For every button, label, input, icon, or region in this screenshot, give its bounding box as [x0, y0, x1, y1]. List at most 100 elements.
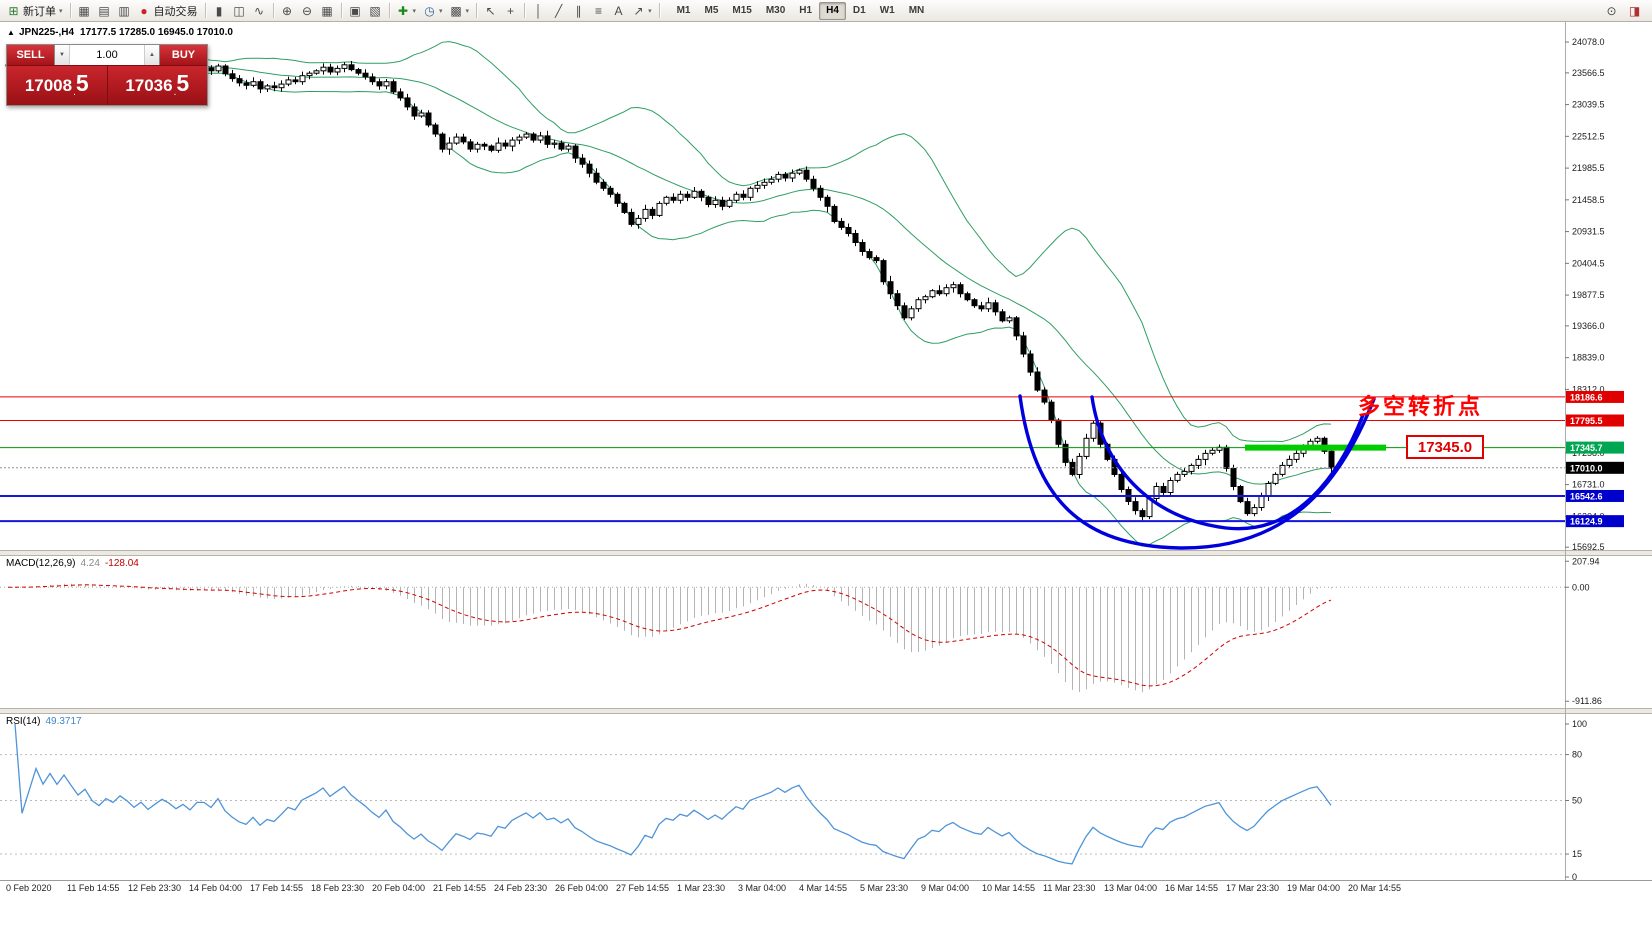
- price-badge-text: 16542.6: [1570, 491, 1603, 501]
- timeframe-h4[interactable]: H4: [819, 1, 846, 20]
- new-order-button[interactable]: ⊞ 新订单 ▾: [4, 2, 66, 20]
- volume-decrease-button[interactable]: ▼: [55, 45, 70, 65]
- profiles-icon[interactable]: ▤: [95, 2, 114, 20]
- auto-trading-button[interactable]: ● 自动交易: [135, 2, 201, 20]
- timeframe-group: M1 M5 M15 M30 H1 H4 D1 W1 MN: [670, 1, 932, 20]
- data-window-icon[interactable]: ◨: [1625, 2, 1644, 20]
- candlestick-chart-icon[interactable]: ◫: [230, 2, 249, 20]
- search-icon[interactable]: ⊙: [1602, 2, 1621, 20]
- price-tag-box[interactable]: [1406, 435, 1484, 459]
- dropdown-arrow-icon: ▾: [465, 7, 470, 15]
- date-axis-label: 1 Mar 23:30: [677, 883, 725, 893]
- macd-axis-label: -911.86: [1572, 696, 1602, 706]
- buy-price-main: 17036: [125, 75, 173, 95]
- periods-icon[interactable]: ◷ ▾: [420, 2, 446, 20]
- rsi-label: RSI(14) 49.3717: [6, 716, 82, 727]
- volume-increase-button[interactable]: ▲: [144, 45, 159, 65]
- timeframe-m30[interactable]: M30: [765, 4, 786, 16]
- price-axis-label: 16731.0: [1572, 480, 1605, 490]
- timeframe-m5[interactable]: M5: [704, 4, 719, 16]
- crosshair-icon[interactable]: +: [501, 2, 520, 20]
- price-badge: [1566, 414, 1624, 427]
- timeframe-w1[interactable]: W1: [879, 4, 895, 16]
- candles-layer: [5, 52, 1335, 521]
- buy-price-pip: 5: [176, 70, 190, 96]
- text-icon: A: [614, 3, 623, 18]
- date-axis-label: 26 Feb 04:00: [555, 883, 608, 893]
- line-chart-icon[interactable]: ∿: [250, 2, 269, 20]
- zoom-in-icon: ⊕: [281, 3, 293, 18]
- indicators-icon[interactable]: ✚ ▾: [394, 2, 420, 20]
- grid-icon[interactable]: ▦: [318, 2, 337, 20]
- periods-icon: ◷: [424, 3, 435, 18]
- cursor-icon[interactable]: ↖: [481, 2, 500, 20]
- new-order-icon: ⊞: [8, 3, 19, 18]
- templates-icon[interactable]: ▩ ▾: [447, 2, 473, 20]
- panel-splitter[interactable]: [0, 709, 1652, 713]
- price-badge-text: 16124.9: [1570, 517, 1603, 527]
- indicators-icon: ✚: [397, 3, 409, 18]
- fibonacci-icon[interactable]: ≡: [589, 2, 608, 20]
- price-axis-label: 21985.5: [1572, 163, 1605, 173]
- timeframe-mn[interactable]: MN: [908, 4, 925, 16]
- price-badge: [1566, 489, 1624, 502]
- market-watch-icon[interactable]: ▥: [115, 2, 134, 20]
- toolbar-separator: [658, 3, 660, 18]
- date-axis-label: 18 Feb 23:30: [311, 883, 364, 893]
- vertical-line-icon[interactable]: │: [529, 2, 548, 20]
- annotation-text[interactable]: 多空转折点: [1358, 394, 1483, 419]
- buy-price-dot: .: [173, 87, 177, 98]
- toolbar-separator: [524, 3, 526, 18]
- price-badge-text: 17345.7: [1570, 443, 1603, 453]
- text-icon[interactable]: A: [609, 2, 628, 20]
- zoom-out-icon: ⊖: [301, 3, 313, 18]
- bar-chart-icon[interactable]: ▮: [210, 2, 229, 20]
- date-axis-label: 20 Mar 14:55: [1348, 883, 1401, 893]
- channel-icon[interactable]: ∥: [569, 2, 588, 20]
- timeframe-d1[interactable]: D1: [852, 4, 866, 16]
- panel-splitter[interactable]: [0, 551, 1652, 555]
- trendline-icon[interactable]: ╱: [549, 2, 568, 20]
- toolbar: ⊞ 新订单 ▾ ▦ ▤ ▥ ● 自动交易 ▮ ◫ ∿ ⊕ ⊖ ▦ ▣ ▧ ✚ ▾ ◷ ▾ ▩ ▾ ↖ + │ ╱ ∥ ≡ A ↗ ▾ M1 M…: [0, 0, 1652, 22]
- timeframe-m15[interactable]: M15: [732, 4, 752, 16]
- price-axis-label: 19366.0: [1572, 321, 1605, 331]
- arrows-icon[interactable]: ↗ ▾: [629, 2, 655, 20]
- charts-icon[interactable]: ▦: [75, 2, 94, 20]
- price-badge-text: 17795.5: [1570, 416, 1603, 426]
- main-chart-layer: [5, 41, 1335, 547]
- rounded-bottom-arc-2[interactable]: [1090, 395, 1365, 531]
- zoom-out-icon[interactable]: ⊖: [298, 2, 317, 20]
- price-badge: [1566, 441, 1624, 454]
- volume-stepper: ▼ ▲: [54, 45, 160, 65]
- buy-button[interactable]: BUY: [160, 45, 207, 65]
- price-badge: [1566, 390, 1624, 403]
- timeframe-h1[interactable]: H1: [799, 4, 813, 16]
- price-axis-label: 19877.5: [1572, 290, 1605, 300]
- dropdown-arrow-icon: ▾: [439, 7, 443, 15]
- tile-windows-icon[interactable]: ▣: [346, 2, 365, 20]
- price-badge-text: 17010.0: [1570, 463, 1603, 473]
- rsi-line: [14, 723, 1332, 865]
- sell-button[interactable]: SELL: [7, 45, 54, 65]
- date-axis-label: 17 Feb 14:55: [250, 883, 303, 893]
- price-axis-label: 18839.0: [1572, 353, 1605, 363]
- date-axis-label: 12 Feb 23:30: [128, 883, 181, 893]
- price-axis-label: 18312.0: [1572, 384, 1605, 394]
- zoom-in-icon[interactable]: ⊕: [278, 2, 297, 20]
- symbol-ohlc-info: JPN225-,H4 17177.5 17285.0 16945.0 17010.…: [19, 27, 239, 38]
- sell-price-display[interactable]: 17008. 5: [7, 66, 107, 105]
- buy-price-display[interactable]: 17036. 5: [106, 66, 208, 105]
- timeframe-m1[interactable]: M1: [676, 4, 691, 16]
- toolbar-separator: [388, 3, 390, 18]
- date-axis-label: 21 Feb 14:55: [433, 883, 486, 893]
- data-window-icon: ◨: [1628, 3, 1641, 18]
- dropdown-arrow-icon: ▾: [648, 7, 652, 15]
- trade-panel-collapse-arrow[interactable]: ▲: [7, 28, 15, 37]
- cascade-windows-icon[interactable]: ▧: [366, 2, 385, 20]
- search-icon: ⊙: [1606, 3, 1617, 18]
- macd-histogram: [15, 583, 1332, 693]
- cursor-icon: ↖: [485, 3, 496, 18]
- auto-trading-icon: ●: [140, 3, 148, 18]
- volume-input[interactable]: [70, 45, 144, 65]
